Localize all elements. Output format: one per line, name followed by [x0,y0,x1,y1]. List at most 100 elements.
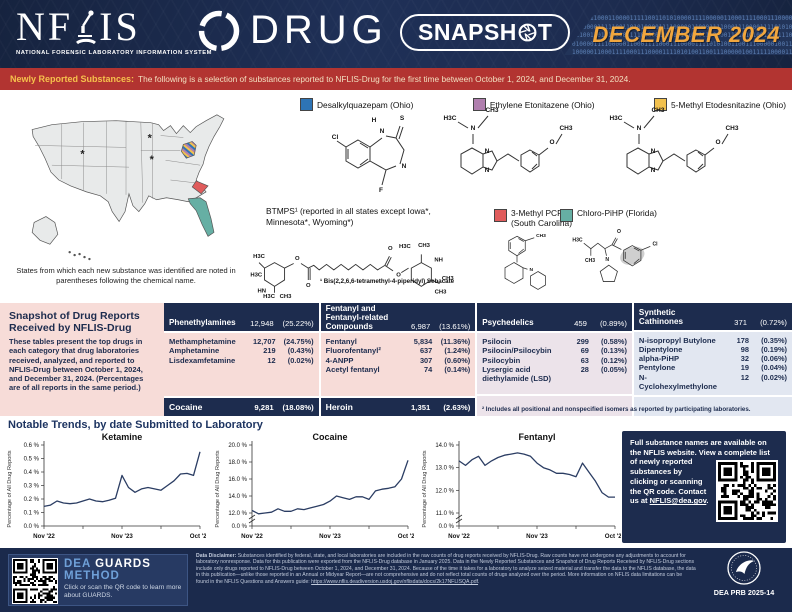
drug-row: Psilocybin 63 (0.12%) [482,356,627,365]
category-count: 6,987 [411,322,431,332]
drug-name: Pentylone [638,363,676,373]
drug-pct: (0.43%) [287,346,314,356]
substance-legend: Desalkylquazepam (Ohio) Ethylene Etonitaz… [300,98,786,111]
svg-text:CH3: CH3 [280,294,293,300]
category-body: Fentanyl 5,834 (11.36%) Fluorofentanyl² 637 (… [320,333,476,396]
svg-text:0.2 %: 0.2 % [24,497,40,503]
product-title: DRUG [250,8,388,52]
banner-text: The following is a selection of substanc… [138,74,631,84]
svg-text:H3C: H3C [263,294,276,300]
svg-text:0.4 %: 0.4 % [24,470,40,476]
us-map: * * * [31,114,225,261]
badge-letter: N [433,19,451,45]
svg-text:CH3: CH3 [442,276,455,282]
chemical-structure-3-methyl-pcp: CH3 N [504,233,546,290]
logo-letter: I [99,4,116,49]
trends-heading: Notable Trends, by date Submitted to Lab… [8,419,263,431]
svg-text:0.6 %: 0.6 % [24,443,40,449]
drug-pct: (0.02%) [287,355,314,365]
dea-guards-box: DEA GUARDS METHOD Click or scan the QR c… [8,554,188,606]
nflis-qr-code[interactable] [716,460,778,523]
badge-letter: H [499,19,517,45]
info-text-body: list of newly reported substances by cli… [630,447,770,506]
drug-name: Lisdexamfetamine [169,355,236,365]
category-pct: (25.22%) [282,319,314,328]
legend-swatch [494,209,507,222]
svg-text:0.3 %: 0.3 % [24,484,40,490]
drug-pct: (0.05%) [601,364,627,374]
svg-text:N: N [380,128,385,135]
category-pct: (0.72%) [760,317,787,327]
legend-label: Desalkylquazepam (Ohio) [317,99,414,110]
legend-item: Ethylene Etonitazene (Ohio) [472,98,595,111]
svg-text:HN: HN [258,289,267,295]
guards-qr-code[interactable] [12,558,58,604]
btmps-label: BTMPS¹ (reported in all states except Io… [266,206,431,227]
svg-text:*: * [150,154,155,166]
drug-pct: (24.75%) [283,337,314,346]
microscope-icon [75,9,97,47]
drug-name: Dipentylone [638,344,683,354]
svg-text:CH3: CH3 [418,243,431,249]
drug-pct: (18.08%) [282,402,314,412]
drug-name: Acetyl fentanyl [325,364,380,374]
logo-letter: S [115,4,141,49]
ketamine-chart: Ketamine Percentage of All Drug Reports 0.… [4,431,211,547]
svg-text:0.5 %: 0.5 % [24,457,40,463]
drug-category-column: Fentanyl and Fentanyl-related Compounds 6… [318,303,476,416]
svg-text:N: N [485,167,490,174]
svg-text:Oct '24: Oct '24 [398,533,414,540]
category-pct: (13.61%) [439,322,471,332]
drug-count: 28 [580,364,589,374]
disclaimer-link[interactable]: https://www.nflis.deadiversion.usdoj.gov… [311,578,479,585]
drug-name: Psilocybin [482,355,521,365]
svg-text:H3C: H3C [250,272,263,278]
svg-text:16.0 %: 16.0 % [228,477,247,483]
svg-text:0.1 %: 0.1 % [24,511,40,517]
nflis-email-link[interactable]: NFLIS@dea.gov [649,496,707,506]
binary-row: 0110000111110011010100001111000001100011… [572,23,792,31]
svg-text:CH3: CH3 [435,290,448,296]
category-count: 12,948 [250,319,274,328]
drug-row: N-isopropyl Butylone 178 (0.35%) [639,336,787,345]
drug-row: 4-ANPP 307 (0.60%) [326,356,471,365]
svg-text:20.0 %: 20.0 % [228,443,247,449]
svg-text:Nov '23: Nov '23 [319,533,341,540]
svg-text:O: O [388,246,393,252]
drug-name: Fluorofentanyl² [325,346,381,356]
badge-letter: T [537,19,553,45]
drug-row: Amphetamine 219 (0.43%) [169,346,314,355]
chemical-structure-chloro-pihp: H3C CH3 O Cl N [572,229,658,282]
category-total-row: Heroin 1,351 (2.63%) [320,396,476,416]
legend-label: 5-Methyl Etodesnitazine (Ohio) [671,99,786,110]
footnote-area [477,394,632,416]
drug-count: 98 [740,344,749,354]
svg-text:18.0 %: 18.0 % [228,460,247,466]
drug-count: 12 [267,355,276,365]
drug-pct: (0.06%) [761,354,787,364]
nflis-tagline: NATIONAL FORENSIC LABORATORY INFORMATION… [16,50,212,56]
svg-text:Percentage of All Drug Reports: Percentage of All Drug Reports [7,450,13,527]
state-alaska [31,216,59,245]
legend-item: Desalkylquazepam (Ohio) [300,98,413,111]
drug-row: Acetyl fentanyl 74 (0.14%) [326,365,471,374]
svg-text:H3C: H3C [399,244,412,250]
drug-name: Amphetamine [169,346,220,356]
drug-row: Fluorofentanyl² 637 (1.24%) [326,346,471,355]
svg-text:CH3: CH3 [651,107,664,114]
drug-count: 69 [580,346,589,356]
category-count: 371 [734,317,747,327]
svg-text:Cocaine: Cocaine [312,432,347,442]
drug-pct: (1.24%) [444,346,471,356]
drug-name: Fentanyl [325,337,357,346]
svg-text:Percentage of All Drug Reports: Percentage of All Drug Reports [215,450,221,527]
molecule-ring-icon [198,10,240,52]
data-disclaimer: Data Disclaimer: Substances identified b… [196,553,696,585]
drug-count: 63 [580,355,589,365]
svg-text:N: N [485,148,490,155]
drug-count: 637 [419,346,433,356]
binary-band: 1001111000110000111110011010100001111000… [564,15,792,55]
asterisk-markers: * * * [80,132,154,166]
svg-text:H3C: H3C [443,115,456,122]
